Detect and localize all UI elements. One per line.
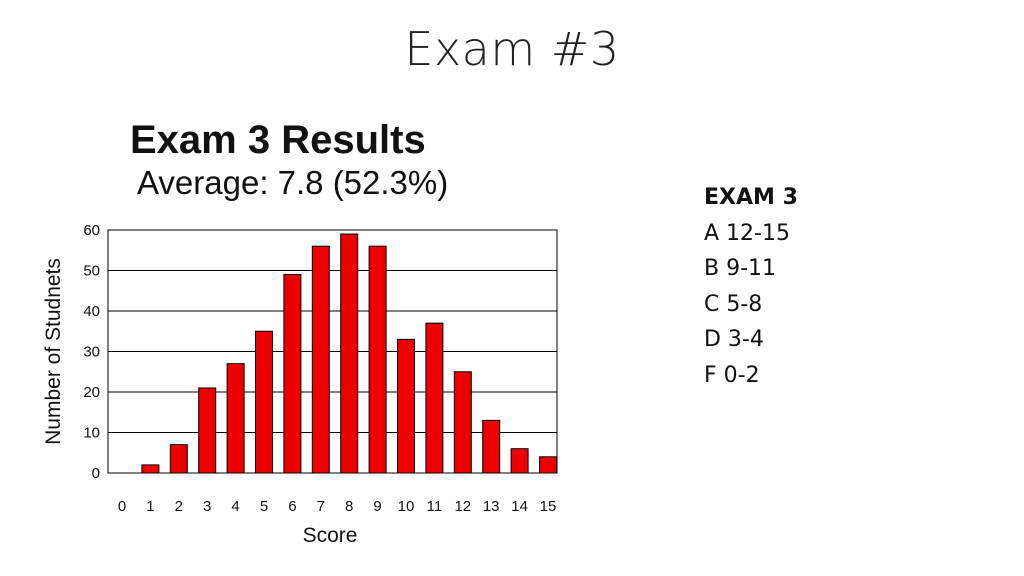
bar bbox=[453, 371, 472, 474]
x-tick-label: 7 bbox=[317, 498, 325, 515]
y-tick-label: 10 bbox=[83, 425, 100, 442]
bar bbox=[340, 233, 359, 474]
bar bbox=[226, 363, 245, 474]
x-tick-label: 13 bbox=[483, 498, 500, 515]
bar bbox=[510, 448, 529, 474]
bar bbox=[482, 419, 501, 474]
y-tick-label: 30 bbox=[83, 344, 100, 361]
bar bbox=[425, 322, 444, 474]
x-axis-label: Score bbox=[303, 524, 358, 547]
plot-frame bbox=[107, 229, 558, 474]
x-tick-label: 3 bbox=[203, 498, 211, 515]
y-tick-label: 0 bbox=[92, 465, 100, 482]
bar bbox=[311, 245, 330, 474]
grade-c: C 5-8 bbox=[704, 291, 763, 317]
grade-b: B 9-11 bbox=[704, 256, 777, 281]
grade-scale-heading: EXAM 3 bbox=[704, 185, 798, 210]
x-tick-label: 12 bbox=[454, 498, 471, 515]
chart-title: Exam 3 Results bbox=[130, 118, 426, 162]
bar bbox=[283, 274, 302, 474]
slide-title: Exam #3 bbox=[404, 22, 620, 76]
x-tick-label: 2 bbox=[175, 498, 183, 515]
grade-a: A 12-15 bbox=[704, 220, 790, 246]
bar bbox=[255, 330, 273, 474]
bar bbox=[141, 464, 160, 474]
y-tick-label: 60 bbox=[83, 222, 100, 239]
x-tick-label: 5 bbox=[260, 498, 268, 515]
bar bbox=[397, 338, 415, 474]
x-tick-label: 8 bbox=[345, 498, 353, 515]
x-tick-label: 14 bbox=[511, 498, 528, 515]
bar bbox=[368, 245, 387, 474]
x-tick-label: 1 bbox=[146, 498, 154, 515]
bar bbox=[198, 387, 217, 474]
x-tick-label: 0 bbox=[118, 498, 126, 515]
x-tick-label: 4 bbox=[231, 498, 239, 515]
grade-d: D 3-4 bbox=[704, 327, 764, 352]
x-tick-label: 11 bbox=[427, 498, 443, 515]
y-axis-label: Number of Studnets bbox=[42, 258, 65, 445]
x-tick-label: 15 bbox=[540, 498, 557, 515]
x-tick-label: 9 bbox=[373, 498, 381, 515]
grade-scale: EXAM 3 A 12-15 B 9-11 C 5-8 D 3-4 F 0-2 bbox=[704, 180, 798, 393]
bar bbox=[169, 444, 188, 474]
grade-f: F 0-2 bbox=[704, 362, 760, 388]
x-tick-label: 6 bbox=[288, 498, 296, 515]
y-tick-label: 20 bbox=[83, 384, 100, 401]
x-tick-label: 10 bbox=[398, 498, 415, 515]
y-tick-label: 40 bbox=[83, 303, 100, 320]
bar bbox=[539, 456, 557, 474]
y-tick-label: 50 bbox=[83, 263, 100, 280]
chart-subtitle: Average: 7.8 (52.3%) bbox=[137, 164, 449, 201]
